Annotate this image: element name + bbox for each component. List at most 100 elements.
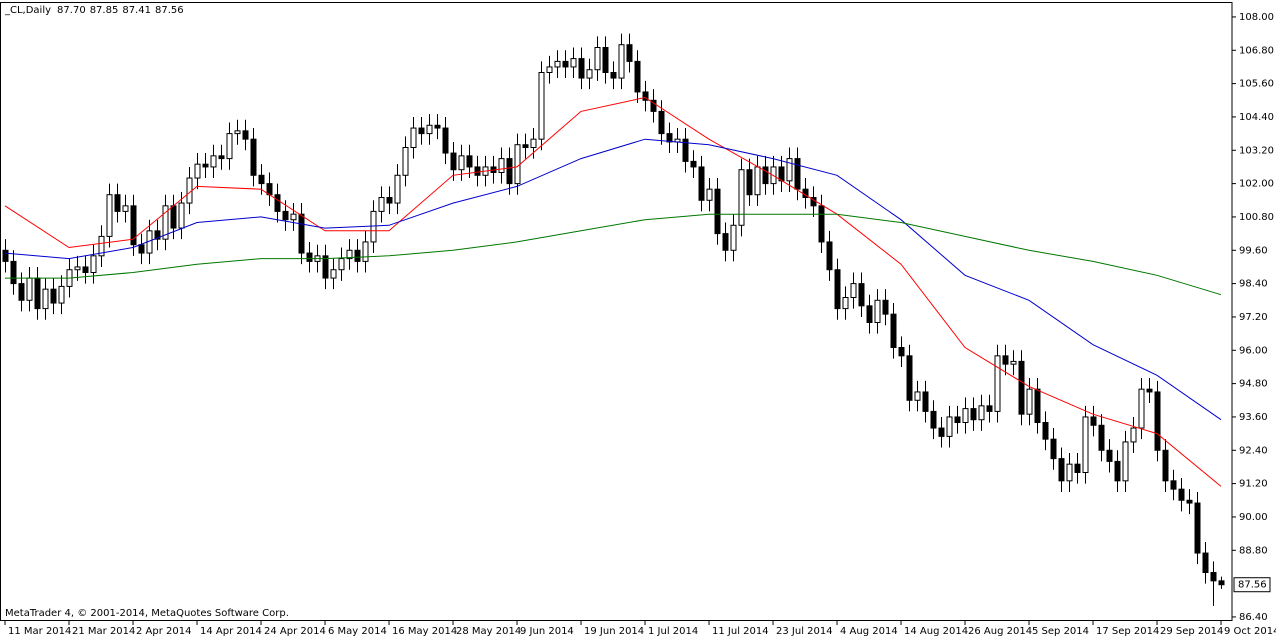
x-tick-label: 6 May 2014 [328,626,387,637]
y-tick-label: 98.40 [1239,279,1268,290]
candle-body [938,427,945,437]
y-tick-label: 96.00 [1239,345,1268,356]
candle-body [282,210,289,221]
candle-body [922,391,929,412]
candle-body [754,166,761,196]
candle-body [42,288,49,310]
candle-body [1218,580,1225,586]
candle-body [1042,422,1049,440]
x-tick-label: 19 Jun 2014 [584,626,644,637]
candle-body [978,405,985,421]
candle-body [154,230,161,240]
candle-body [474,166,481,176]
candle-body [10,260,17,285]
candle-body [746,169,753,196]
candle-body [1122,441,1129,482]
candle-body [122,205,129,212]
candle-body [410,127,417,149]
candle-body [986,405,993,412]
candle-body [130,205,137,246]
candle-body [330,269,337,279]
candle-body [522,144,529,149]
last-high: 87.85 [90,5,119,16]
y-tick-label: 103.20 [1239,145,1274,156]
candle-body [930,410,937,429]
candle-body [546,66,553,73]
last-price-label: 87.56 [1238,580,1267,591]
candle-body [730,224,737,251]
candle-body [826,241,833,271]
moving-average [4,96,1222,487]
candle-body [834,269,841,310]
y-tick-label: 100.80 [1239,212,1274,223]
candle-body [1058,458,1065,482]
x-tick-label: 11 Jul 2014 [712,626,769,637]
candle-body [498,158,505,174]
last-close: 87.56 [155,5,184,16]
x-tick-label: 9 Oct 2014 [1224,626,1276,637]
moving-average [4,138,1222,421]
candle-body [570,58,577,68]
candle-body [26,277,33,301]
candle-body [242,130,249,140]
candle-body [610,72,617,79]
candle-body [346,249,353,260]
candle-body [138,244,145,254]
candle-body [658,110,665,135]
candle-body [554,60,561,68]
candle-body [882,299,889,315]
candle-body [578,58,585,79]
footer: MetaTrader 4, © 2001-2014, MetaQuotes So… [5,608,289,619]
candle-body [1098,424,1105,451]
candle-body [706,188,713,201]
candle-body [1034,388,1041,423]
candle-body [1138,388,1145,429]
candle-body [322,255,329,279]
candle-body [394,174,401,204]
x-tick-label: 16 May 2014 [392,626,457,637]
candle-body [458,155,465,171]
candle-body [426,124,433,135]
x-tick-label: 5 Sep 2014 [1032,626,1089,637]
x-tick-label: 29 Sep 2014 [1160,626,1223,637]
candle-body [698,166,705,201]
candle-body [202,163,209,168]
candle-body [306,252,313,262]
candle-body [2,249,9,262]
candle-body [514,144,521,185]
candle-body [586,69,593,79]
y-tick-label: 94.80 [1239,379,1268,390]
candle-body [906,355,913,401]
candle-body [778,166,785,182]
y-tick-label: 102.00 [1239,179,1274,190]
candle-body [1170,480,1177,490]
x-tick-label: 1 Jul 2014 [648,626,698,637]
candle-body [962,408,969,424]
x-tick-label: 17 Sep 2014 [1096,626,1159,637]
candle-body [418,127,425,135]
candle-body [274,194,281,212]
y-tick-label: 90.00 [1239,512,1268,523]
candle-body [442,127,449,154]
candle-body [1050,438,1057,460]
candle-body [1210,572,1217,582]
candle-body [762,166,769,185]
candle-body [1082,416,1089,474]
candle-body [722,233,729,251]
candle-body [1178,488,1185,501]
x-tick-label: 4 Aug 2014 [840,626,898,637]
chart-header: _CL,Daily 87.70 87.85 87.41 87.56 [4,5,184,16]
candle-body [218,155,225,160]
candle-body [250,138,257,176]
y-tick-label: 108.00 [1239,12,1274,23]
x-tick-label: 11 Mar 2014 [8,626,71,637]
candle-body [378,197,385,212]
candle-body [18,283,25,301]
candle-body [690,160,697,168]
candle-body [562,60,569,68]
candle-body [298,213,305,254]
candle-body [842,297,849,310]
x-tick-label: 28 May 2014 [456,626,521,637]
